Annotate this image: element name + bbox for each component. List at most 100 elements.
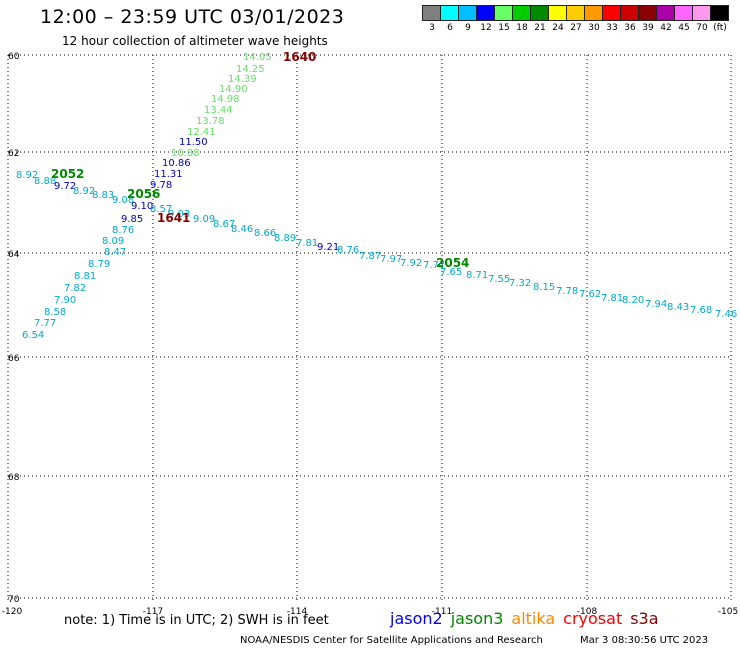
swh-value-label: 8.89 <box>274 233 296 244</box>
pass-time-labels: 1640 2052 2056 1641 2054 <box>51 50 469 270</box>
lat-lon-grid <box>7 54 732 600</box>
wave-height-color-legend: 3 6 9 12 15 18 21 24 27 30 33 36 39 42 45 70 (ft) <box>422 5 729 33</box>
color-unit-label: (ft) <box>713 23 727 33</box>
color-swatch-label: 27 <box>570 23 582 33</box>
latitude-label: 60 <box>8 52 20 62</box>
swh-value-label: 7.81 <box>601 293 623 304</box>
swh-value-label: 7.77 <box>423 260 445 271</box>
color-swatch-label: 33 <box>606 23 618 33</box>
pass-time-label: 1640 <box>283 50 316 64</box>
map-subtitle: 12 hour collection of altimeter wave hei… <box>62 34 328 48</box>
color-swatch: 9 <box>458 5 477 33</box>
mission-legend-item: altika <box>511 609 556 628</box>
swh-value-label: 8.76 <box>337 245 359 256</box>
swh-value-label: 7.90 <box>54 295 76 306</box>
swh-value-label: 14.39 <box>228 74 257 85</box>
latitude-label: 62 <box>8 149 19 159</box>
generation-timestamp: Mar 3 08:30:56 UTC 2023 <box>580 635 709 646</box>
map-title: 12:00 – 23:59 UTC 03/01/2023 <box>40 6 345 28</box>
swh-value-label: 7.68 <box>690 305 712 316</box>
pass-time-label: 1641 <box>157 211 190 225</box>
swh-value-label: 9.85 <box>121 214 143 225</box>
swh-value-label: 7.32 <box>509 278 531 289</box>
swh-value-label: 14.25 <box>236 64 265 75</box>
swh-value-label: 8.46 <box>231 224 253 235</box>
swh-value-label: 8.81 <box>74 271 96 282</box>
axis-labels: 60 62 64 66 68 70 -120 -117 -114 -111 -108 -105 <box>2 52 738 617</box>
swh-value-label: 7.77 <box>34 318 56 329</box>
color-swatch-label: 15 <box>498 23 510 33</box>
mission-legend-item: cryosat <box>563 609 623 628</box>
longitude-label: -105 <box>718 607 738 617</box>
swh-value-label: 7.62 <box>579 289 601 300</box>
color-swatch-label: 30 <box>588 23 600 33</box>
swh-value-label: 9.10 <box>131 201 153 212</box>
color-swatch-label: 36 <box>624 23 636 33</box>
swh-value-label: 7.78 <box>556 286 578 297</box>
swh-value-label: 7.55 <box>488 274 510 285</box>
mission-legend-item: jason3 <box>450 609 504 628</box>
swh-value-label: 9.78 <box>150 180 172 191</box>
color-swatch: (ft) <box>710 5 729 33</box>
swh-value-label: 7.81 <box>296 238 318 249</box>
note-text: note: 1) Time is in UTC; 2) SWH is in fe… <box>64 613 329 628</box>
swh-value-label: 8.76 <box>112 225 134 236</box>
longitude-label: -108 <box>577 607 598 617</box>
pass-time-label: 2056 <box>127 187 160 201</box>
mission-legend-item: s3a <box>630 609 659 628</box>
swh-value-label: 9.21 <box>317 242 339 253</box>
latitude-label: 64 <box>8 250 20 260</box>
color-swatch-label: 45 <box>678 23 690 33</box>
latitude-label: 70 <box>8 595 20 605</box>
swh-value-label: 7.97 <box>380 254 402 265</box>
pass-time-label: 2052 <box>51 167 84 181</box>
credit-text: NOAA/NESDIS Center for Satellite Applica… <box>240 635 543 646</box>
color-swatch-label: 12 <box>480 23 492 33</box>
swh-value-label: 8.79 <box>88 259 110 270</box>
swh-value-label: 11.50 <box>179 137 208 148</box>
swh-value-label: 8.71 <box>466 270 488 281</box>
swh-value-label: 7.46 <box>715 309 737 320</box>
swh-value-label: 11.31 <box>154 169 183 180</box>
swh-value-label: 7.87 <box>359 251 381 262</box>
swh-value-label: 8.43 <box>667 302 689 313</box>
color-swatch-label: 3 <box>429 23 435 33</box>
color-swatch: 42 <box>656 5 675 33</box>
swh-value-label: 8.66 <box>254 228 276 239</box>
color-swatch-label: 6 <box>447 23 453 33</box>
swh-value-label: 14.98 <box>211 94 240 105</box>
longitude-label: -114 <box>287 607 308 617</box>
mission-legend-item: jason2 <box>390 609 443 628</box>
swh-value-label: 9.72 <box>54 181 76 192</box>
swh-value-label: 7.92 <box>400 258 422 269</box>
swh-value-label: 8.92 <box>16 170 38 181</box>
swh-value-label: 9.09 <box>193 214 215 225</box>
swh-value-label: 7.65 <box>440 267 462 278</box>
wave-height-labels: 14.0514.2514.3914.9014.9813.4413.7812.41… <box>16 52 737 341</box>
swh-value-label: 14.05 <box>243 52 272 63</box>
swh-value-label: 7.82 <box>64 283 86 294</box>
longitude-label: -111 <box>432 607 452 617</box>
swh-value-label: 8.20 <box>622 295 644 306</box>
swh-value-label: 8.15 <box>533 282 555 293</box>
color-swatch-label: 18 <box>516 23 528 33</box>
swh-value-label: 8.09 <box>102 236 124 247</box>
color-swatch-label: 70 <box>696 23 708 33</box>
swh-value-label: 8.67 <box>213 219 235 230</box>
longitude-label: -120 <box>2 607 23 617</box>
color-swatch: 18 <box>512 5 531 33</box>
swh-value-label: 13.44 <box>204 105 233 116</box>
color-swatch-label: 39 <box>642 23 654 33</box>
swh-value-label: 8.47 <box>104 247 126 258</box>
color-swatch-label: 9 <box>465 23 471 33</box>
mission-legend: jason2 jason3 altika cryosat s3a <box>390 609 659 628</box>
pass-time-label: 2054 <box>436 256 469 270</box>
color-swatch-label: 24 <box>552 23 564 33</box>
swh-value-label: 7.94 <box>645 299 667 310</box>
longitude-label: -117 <box>143 607 163 617</box>
swh-value-label: 12.41 <box>187 127 216 138</box>
swh-value-label: 8.58 <box>44 307 66 318</box>
swh-value-label: 6.54 <box>22 330 44 341</box>
swh-value-label: 9.03 <box>168 209 190 220</box>
